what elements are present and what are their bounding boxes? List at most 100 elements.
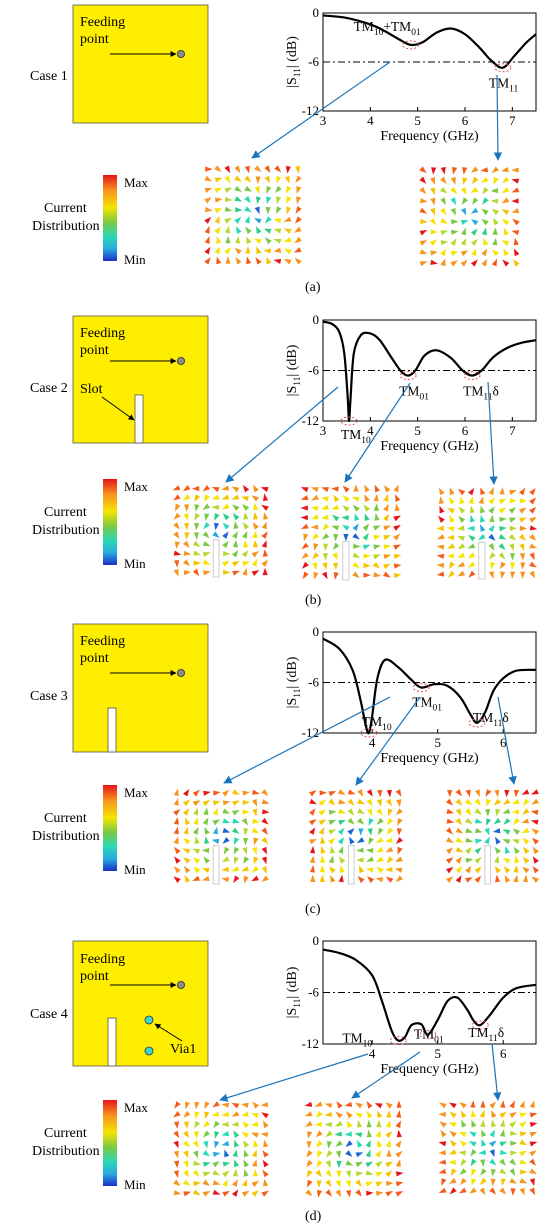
current-vector: [253, 238, 262, 245]
current-vector: [363, 553, 371, 559]
current-vector: [261, 827, 268, 835]
current-vector: [499, 1141, 508, 1147]
current-vector: [304, 1111, 313, 1117]
current-vector: [479, 514, 486, 523]
current-vector: [486, 798, 492, 807]
current-vector: [252, 1101, 260, 1109]
current-vector: [203, 1130, 211, 1138]
current-vector: [335, 1140, 343, 1147]
current-vector: [194, 504, 200, 512]
current-vector: [335, 1189, 342, 1198]
current-vector: [223, 569, 231, 575]
current-vector: [262, 1159, 269, 1168]
y-axis-label-part: |S: [285, 1008, 300, 1019]
current-vector: [339, 865, 345, 873]
current-vector: [514, 855, 520, 864]
current-vector: [471, 1178, 477, 1187]
y-axis-label-part: |S: [285, 698, 300, 709]
current-vector: [309, 790, 317, 797]
current-vector: [470, 187, 479, 194]
current-vector: [498, 507, 507, 514]
current-vector: [455, 875, 462, 883]
feed-point: [176, 981, 185, 990]
current-vector: [429, 239, 438, 247]
current-vector: [330, 845, 336, 854]
colorbar: [103, 785, 117, 871]
current-vector: [335, 1111, 343, 1119]
current-vector: [173, 836, 179, 845]
current-vector: [419, 229, 428, 236]
current-vector: [448, 570, 456, 578]
current-vector: [493, 817, 502, 825]
current-vector: [383, 563, 391, 570]
feeding-label-line2: point: [80, 651, 109, 666]
current-vector: [320, 514, 329, 520]
current-vector: [192, 540, 201, 548]
current-vector: [295, 206, 302, 214]
current-vector: [266, 185, 272, 194]
current-vector: [447, 508, 455, 514]
current-vector: [310, 524, 319, 530]
current-vector: [518, 507, 527, 514]
current-vector: [193, 1131, 200, 1139]
current-vector: [193, 1181, 202, 1187]
current-vector: [251, 1189, 259, 1197]
current-vector: [183, 1150, 189, 1159]
mode-label: TM10: [362, 714, 392, 733]
current-vector: [261, 521, 267, 530]
current-vector: [419, 166, 427, 174]
current-vector: [251, 495, 260, 502]
current-vector: [383, 485, 391, 493]
current-vector: [519, 1178, 528, 1184]
current-vector: [455, 865, 462, 874]
current-vector: [440, 218, 448, 224]
current-vector: [174, 856, 181, 864]
current-vector: [511, 167, 519, 173]
current-vector: [393, 573, 402, 579]
current-vector: [513, 789, 520, 798]
current-vector: [301, 552, 309, 559]
current-vector: [519, 552, 526, 561]
case-label: Case 1: [30, 69, 68, 84]
current-vector: [173, 866, 181, 874]
current-vector: [214, 215, 220, 224]
current-vector: [301, 561, 309, 569]
current-vector: [459, 1140, 467, 1147]
current-vector: [430, 229, 439, 235]
y-axis-label-part: | (dB): [285, 36, 300, 68]
current-vector: [465, 817, 473, 825]
current-vector: [509, 543, 515, 552]
current-vector: [212, 1180, 221, 1186]
current-vector: [173, 550, 182, 556]
current-vector: [430, 197, 436, 206]
legend-label-line1: Current: [44, 811, 87, 826]
current-vector: [449, 1111, 457, 1119]
mode-label-part: TM: [341, 427, 361, 442]
current-vector: [221, 1111, 229, 1117]
current-vector: [448, 1122, 457, 1128]
current-vector: [309, 838, 318, 845]
current-vector: [469, 514, 475, 523]
current-vector: [501, 176, 510, 184]
mode-label: TM01: [412, 695, 442, 714]
current-vector: [374, 484, 380, 493]
current-vector: [383, 525, 391, 531]
current-vector: [503, 227, 509, 236]
current-vector: [458, 515, 466, 523]
current-vector: [531, 837, 540, 845]
current-vector: [173, 1190, 182, 1196]
current-vector: [480, 167, 489, 173]
current-vector: [395, 789, 402, 797]
current-vector: [366, 1119, 372, 1128]
current-vector: [529, 1141, 538, 1147]
current-vector: [357, 789, 364, 797]
current-vector: [313, 571, 319, 580]
current-vector: [460, 219, 469, 225]
current-vector: [202, 1150, 211, 1157]
current-vector: [261, 540, 267, 548]
current-vector: [375, 1160, 383, 1168]
current-vector: [309, 855, 315, 864]
current-vector: [355, 1102, 363, 1109]
current-vector: [512, 828, 521, 835]
current-vector: [529, 1112, 538, 1118]
